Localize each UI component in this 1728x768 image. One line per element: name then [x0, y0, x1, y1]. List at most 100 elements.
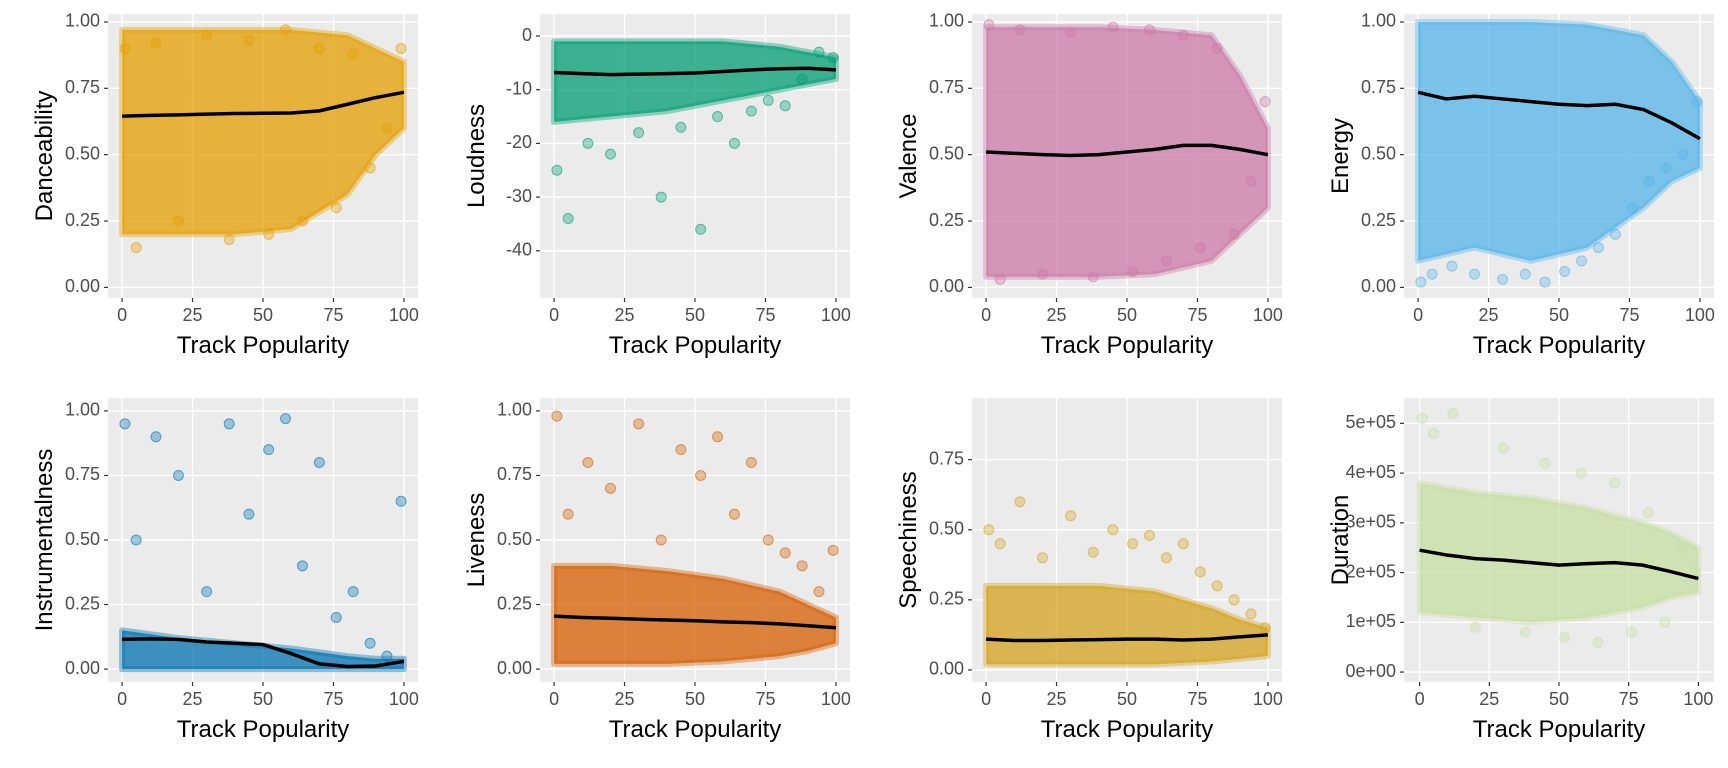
x-tick-label: 75: [755, 305, 775, 325]
x-tick-label: 25: [1479, 305, 1499, 325]
point: [813, 586, 825, 598]
point: [1575, 467, 1587, 479]
x-tick-label: 25: [615, 689, 635, 709]
x-tick-label: 75: [755, 689, 775, 709]
y-tick-label: 0.25: [929, 589, 964, 609]
point: [1559, 631, 1571, 643]
y-tick-label: 0.75: [1361, 77, 1396, 97]
x-tick-label: 75: [323, 689, 343, 709]
point: [762, 94, 774, 106]
y-tick-label: 0.75: [65, 77, 100, 97]
x-tick-label: 25: [183, 689, 203, 709]
y-tick-label: 0.50: [65, 143, 100, 163]
point: [1065, 27, 1077, 39]
y-axis-title: Speechiness: [895, 471, 922, 608]
x-axis-title: Track Popularity: [609, 332, 782, 359]
point: [296, 560, 308, 572]
y-tick-label: 0.75: [929, 448, 964, 468]
point: [562, 508, 574, 520]
point: [712, 111, 724, 123]
y-axis-title: Danceability: [31, 91, 58, 222]
x-tick-label: 25: [1047, 689, 1067, 709]
point-cloud: [119, 26, 407, 238]
point: [1014, 24, 1026, 36]
x-axis-title: Track Popularity: [177, 332, 350, 359]
y-axis-title: Energy: [1327, 118, 1354, 194]
point: [1660, 162, 1672, 174]
point: [1447, 407, 1459, 419]
point: [1426, 268, 1438, 280]
point: [633, 127, 645, 139]
x-tick-label: 50: [1549, 689, 1569, 709]
point: [1691, 96, 1703, 108]
point: [745, 457, 757, 469]
point: [1194, 242, 1206, 254]
x-tick-label: 0: [981, 689, 991, 709]
y-tick-label: 1e+05: [1345, 611, 1396, 631]
point: [263, 444, 275, 456]
point: [728, 508, 740, 520]
point: [263, 228, 275, 240]
y-axis-title: Liveness: [463, 493, 490, 588]
point: [1144, 24, 1156, 36]
point: [1036, 268, 1048, 280]
x-tick-label: 50: [1549, 305, 1569, 325]
point: [1160, 255, 1172, 267]
point: [983, 19, 995, 31]
y-axis-title: Duration: [1327, 495, 1354, 586]
y-tick-label: 0.75: [497, 464, 532, 484]
point: [796, 73, 808, 85]
point: [994, 538, 1006, 550]
point: [1036, 552, 1048, 564]
point: [1643, 175, 1655, 187]
y-tick-label: 3e+05: [1345, 512, 1396, 532]
trend-line: [986, 143, 1269, 158]
point-cloud: [551, 562, 839, 667]
y-tick-label: 1.00: [1361, 11, 1396, 31]
point: [150, 37, 162, 49]
point: [1211, 43, 1223, 55]
y-axis-title: Instrumentalness: [31, 449, 58, 632]
x-tick-label: 0: [1415, 689, 1425, 709]
y-tick-label: 0.25: [65, 593, 100, 613]
panel: 0.00 0.25 0.50 0.75 1.00 0 25 50 75 100 Track Popu…: [895, 11, 1283, 359]
point: [1626, 202, 1638, 214]
y-tick-label: 0e+00: [1345, 661, 1396, 681]
x-tick-label: 100: [1253, 305, 1283, 325]
y-tick-label: 0.00: [497, 658, 532, 678]
point: [1245, 608, 1257, 620]
panel: 0.00 0.25 0.50 0.75 1.00 0 25 50 75 100 Track Popu…: [31, 11, 419, 359]
trend-line: [1419, 548, 1699, 581]
x-tick-label: 50: [685, 305, 705, 325]
point: [223, 418, 235, 430]
point: [1177, 29, 1189, 41]
y-tick-label: 0.50: [929, 143, 964, 163]
y-tick-label: 0.75: [929, 77, 964, 97]
trend-line: [122, 637, 405, 669]
point: [1259, 96, 1271, 108]
point: [1497, 442, 1509, 454]
x-tick-label: 50: [253, 305, 273, 325]
y-tick-label: 0.50: [497, 529, 532, 549]
y-tick-label: 0.25: [65, 210, 100, 230]
point: [983, 524, 995, 536]
panel: 0e+00 1e+05 2e+05 3e+05 4e+05 5e+05 0 25 50 75 100…: [1327, 398, 1714, 743]
point: [1245, 175, 1257, 187]
y-tick-label: 0.00: [929, 659, 964, 679]
x-tick-label: 0: [117, 689, 127, 709]
point: [994, 273, 1006, 285]
point: [551, 410, 563, 422]
point: [1592, 636, 1604, 648]
y-tick-label: 1.00: [65, 11, 100, 31]
point: [223, 234, 235, 246]
point: [243, 35, 255, 47]
panel: 0.00 0.25 0.50 0.75 1.00 0 25 50 75 100 Track Popu…: [463, 398, 851, 743]
point: [762, 534, 774, 546]
x-tick-label: 50: [1117, 689, 1137, 709]
point: [779, 100, 791, 112]
point: [1087, 546, 1099, 558]
point: [1194, 566, 1206, 578]
point: [604, 148, 616, 160]
point: [330, 202, 342, 214]
point: [582, 457, 594, 469]
